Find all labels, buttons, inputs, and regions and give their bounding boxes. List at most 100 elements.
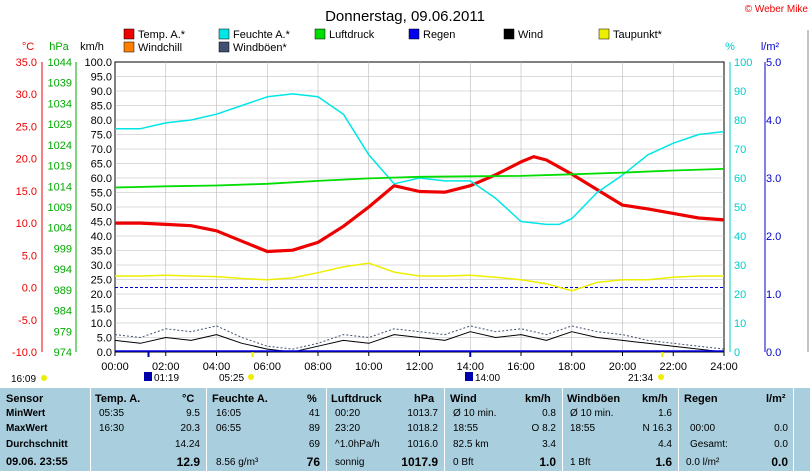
humidity-current-value: 76 <box>306 455 320 469</box>
statistics-panel: Sensor MinWert MaxWert Durchschnitt 09.0… <box>0 388 810 471</box>
humidity-tick-label: 0 <box>734 347 740 359</box>
series-luftdruck <box>114 168 725 189</box>
gusts-avg10-label: Ø 10 min. <box>570 408 614 419</box>
unit-wind-label: km/h <box>80 41 104 53</box>
wind-current-value: 1.0 <box>539 455 556 469</box>
sunset-icon <box>658 374 664 380</box>
sun-info-row: 16:09 01:19 05:25 14:00 21:34 <box>11 372 664 385</box>
temp-min-value: 9.5 <box>186 408 200 419</box>
rain-total-value: 0.0 <box>774 439 788 450</box>
time-tick-label: 16:00 <box>507 361 535 373</box>
moonset-icon <box>465 372 473 381</box>
rain-total-label: Gesamt: <box>690 439 728 450</box>
wind-tick-label: 45.0 <box>91 217 112 229</box>
sunrise-icon <box>248 374 254 380</box>
gusts-avg10-value: 1.6 <box>658 408 672 419</box>
wind-tick-label: 60.0 <box>91 173 112 185</box>
humidity-tick-label: 70 <box>734 144 746 156</box>
wind-tick-label: 5.0 <box>97 333 112 345</box>
temp-tick-label: 0.0 <box>22 283 37 295</box>
legend-label: Regen <box>423 29 455 41</box>
sensor-header: Sensor <box>6 393 44 405</box>
sensor-min-label: MinWert <box>6 408 46 419</box>
pressure-tick-label: 994 <box>54 264 72 276</box>
gusts-max-time: 18:55 <box>570 423 596 434</box>
pressure-tick-label: 979 <box>54 326 72 338</box>
left-time-label: 16:09 <box>11 374 36 385</box>
legend-swatch <box>598 28 610 40</box>
wind-tick-label: 65.0 <box>91 159 112 171</box>
legend-swatch <box>408 28 420 40</box>
humidity-tick-label: 90 <box>734 86 746 98</box>
humidity-tick-label: 80 <box>734 115 746 127</box>
unit-rain-label: l/m² <box>761 41 780 53</box>
legend-swatch <box>123 28 135 40</box>
rain-tick-label: 5.0 <box>766 57 781 69</box>
temp-tick-label: 35.0 <box>16 57 37 69</box>
wind-tick-label: 70.0 <box>91 144 112 156</box>
pressure-max-value: 1018.2 <box>407 423 438 434</box>
temp-tick-label: 25.0 <box>16 121 37 133</box>
pressure-tick-label: 1004 <box>48 223 72 235</box>
wind-tick-label: 30.0 <box>91 260 112 272</box>
wind-tick-label: 40.0 <box>91 231 112 243</box>
wind-tick-label: 90.0 <box>91 86 112 98</box>
gusts-header: Windböen <box>567 393 621 405</box>
wind-header: Wind <box>450 393 477 405</box>
pressure-header: Luftdruck <box>331 393 382 405</box>
wind-beaufort: 0 Bft <box>453 457 474 468</box>
humidity-min-value: 41 <box>308 408 320 419</box>
legend-label: Taupunkt* <box>613 29 663 41</box>
wind-tick-label: 95.0 <box>91 72 112 84</box>
wind-avg-value: 3.4 <box>542 439 556 450</box>
time-tick-label: 00:00 <box>101 361 129 373</box>
weather-chart: Donnerstag, 09.06.2011 © Weber Mike Temp… <box>11 4 809 385</box>
legend-label: Luftdruck <box>329 29 375 41</box>
temp-max-value: 20.3 <box>180 423 200 434</box>
rain-tick-label: 1.0 <box>766 289 781 301</box>
rain-max-time: 00:00 <box>690 423 716 434</box>
time-tick-label: 06:00 <box>253 361 281 373</box>
humidity-absolute: 8.56 g/m³ <box>216 457 259 468</box>
rain-tick-label: 2.0 <box>766 231 781 243</box>
rain-unit: l/m² <box>766 393 786 405</box>
gusts-max-value: N 16.3 <box>642 423 672 434</box>
pressure-unit: hPa <box>414 393 435 405</box>
temp-tick-label: 30.0 <box>16 89 37 101</box>
pressure-tick-label: 1044 <box>48 57 72 69</box>
humidity-max-time: 06:55 <box>216 423 242 434</box>
time-tick-label: 20:00 <box>609 361 637 373</box>
pressure-tick-label: 1009 <box>48 202 72 214</box>
temp-tick-label: 10.0 <box>16 218 37 230</box>
legend: Temp. A.* Feuchte A.* Luftdruck Regen Wind Ta… <box>123 28 663 54</box>
time-tick-label: 10:00 <box>355 361 383 373</box>
unit-pressure-label: hPa <box>49 41 69 53</box>
sensor-max-label: MaxWert <box>6 423 48 434</box>
wind-tick-label: 35.0 <box>91 246 112 258</box>
rain-max-value: 0.0 <box>774 423 788 434</box>
rain-current-value: 0.0 <box>771 455 788 469</box>
pressure-forecast: sonnig <box>335 457 365 468</box>
pressure-min-value: 1013.7 <box>407 408 438 419</box>
wind-unit: km/h <box>525 393 551 405</box>
pressure-current-value: 1017.9 <box>401 455 438 469</box>
rain-tick-label: 3.0 <box>766 173 781 185</box>
sunset-label: 21:34 <box>628 373 653 384</box>
gusts-avg-value: 4.4 <box>658 439 672 450</box>
pressure-max-time: 23:20 <box>335 423 361 434</box>
pressure-tick-label: 1034 <box>48 98 72 110</box>
pressure-trend: ^1.0hPa/h <box>335 439 380 450</box>
credit-text: © Weber Mike <box>745 4 809 15</box>
time-tick-label: 18:00 <box>558 361 586 373</box>
temp-avg-value: 14.24 <box>174 439 200 450</box>
time-tick-label: 12:00 <box>406 361 434 373</box>
moonrise-icon <box>144 372 152 381</box>
legend-label: Feuchte A.* <box>233 29 291 41</box>
wind-tick-label: 100.0 <box>84 57 112 69</box>
rain-rate: 0.0 l/m² <box>686 457 720 468</box>
pressure-tick-label: 1039 <box>48 78 72 90</box>
wind-avg10-value: 0.8 <box>542 408 556 419</box>
wind-avg10-label: Ø 10 min. <box>453 408 497 419</box>
wind-distance: 82.5 km <box>453 439 489 450</box>
series-taupunkt <box>115 262 724 292</box>
